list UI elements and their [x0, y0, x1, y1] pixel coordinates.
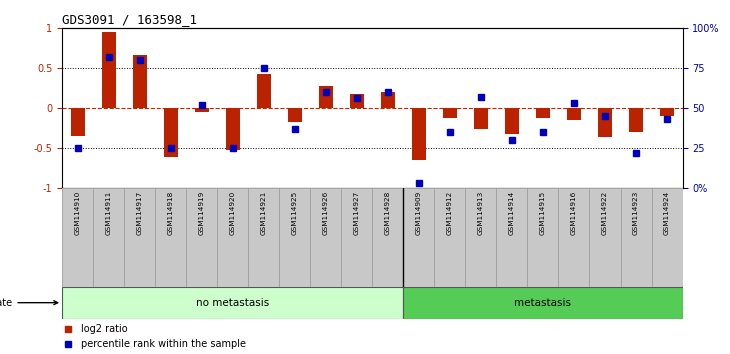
Bar: [319, 86, 333, 108]
Text: GSM114923: GSM114923: [633, 190, 639, 235]
Bar: [218, 188, 248, 287]
Bar: [558, 188, 590, 287]
Bar: [528, 188, 558, 287]
Bar: [496, 188, 528, 287]
Bar: [629, 108, 643, 132]
Text: GSM114913: GSM114913: [478, 190, 484, 235]
Text: percentile rank within the sample: percentile rank within the sample: [81, 339, 246, 349]
Text: GSM114916: GSM114916: [571, 190, 577, 235]
Bar: [505, 108, 519, 134]
Bar: [257, 74, 271, 108]
Bar: [660, 108, 674, 116]
Text: GSM114910: GSM114910: [74, 190, 80, 235]
Bar: [310, 188, 342, 287]
Text: no metastasis: no metastasis: [196, 298, 269, 308]
Text: GSM114909: GSM114909: [416, 190, 422, 235]
Bar: [288, 108, 301, 122]
Text: GSM114922: GSM114922: [602, 190, 608, 235]
Bar: [133, 55, 147, 108]
Bar: [186, 188, 218, 287]
Text: GSM114912: GSM114912: [447, 190, 453, 235]
Bar: [372, 188, 404, 287]
Bar: [443, 108, 457, 118]
Text: GSM114924: GSM114924: [664, 190, 670, 235]
Bar: [155, 188, 186, 287]
Text: GSM114921: GSM114921: [261, 190, 266, 235]
Bar: [620, 188, 652, 287]
Bar: [434, 188, 466, 287]
Text: GSM114927: GSM114927: [354, 190, 360, 235]
Bar: [567, 108, 581, 120]
Bar: [474, 108, 488, 130]
Text: GSM114926: GSM114926: [323, 190, 329, 235]
Bar: [350, 94, 364, 108]
Bar: [536, 108, 550, 118]
Bar: [652, 188, 683, 287]
Text: log2 ratio: log2 ratio: [81, 324, 127, 333]
Bar: [466, 188, 496, 287]
Bar: [195, 108, 209, 112]
Text: GSM114911: GSM114911: [106, 190, 112, 235]
Bar: [404, 287, 683, 319]
Bar: [404, 188, 434, 287]
Text: GSM114915: GSM114915: [540, 190, 546, 235]
Bar: [62, 287, 404, 319]
Bar: [93, 188, 124, 287]
Text: GSM114919: GSM114919: [199, 190, 204, 235]
Bar: [62, 188, 93, 287]
Text: GSM114917: GSM114917: [137, 190, 142, 235]
Text: GSM114914: GSM114914: [509, 190, 515, 235]
Bar: [101, 32, 115, 108]
Bar: [71, 108, 85, 136]
Text: GSM114920: GSM114920: [230, 190, 236, 235]
Bar: [412, 108, 426, 160]
Text: disease state: disease state: [0, 298, 58, 308]
Bar: [381, 92, 395, 108]
Text: GSM114928: GSM114928: [385, 190, 391, 235]
Text: GDS3091 / 163598_1: GDS3091 / 163598_1: [62, 13, 197, 26]
Bar: [124, 188, 155, 287]
Bar: [342, 188, 372, 287]
Text: GSM114925: GSM114925: [292, 190, 298, 235]
Bar: [226, 108, 239, 150]
Bar: [598, 108, 612, 137]
Text: GSM114918: GSM114918: [168, 190, 174, 235]
Bar: [590, 188, 620, 287]
Bar: [164, 108, 177, 157]
Bar: [248, 188, 279, 287]
Text: metastasis: metastasis: [515, 298, 572, 308]
Bar: [279, 188, 310, 287]
